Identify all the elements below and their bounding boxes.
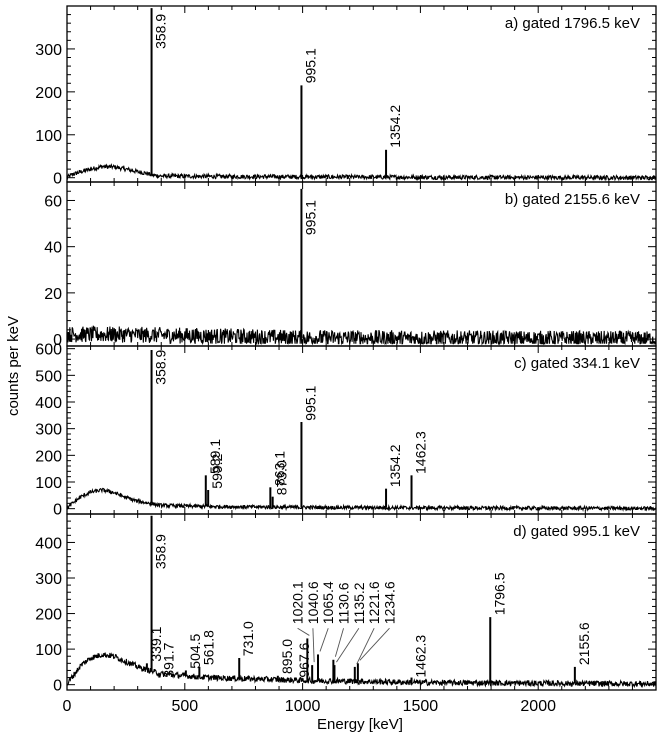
y-tick-label: 0 [53, 171, 62, 188]
peak-label: 358.9 [153, 534, 169, 569]
y-tick-label: 200 [35, 85, 62, 102]
peak-label: 1020.1 [290, 581, 306, 624]
peak-label: 391.7 [160, 642, 176, 677]
x-axis: 0 500 1000 1500 2000 [63, 698, 557, 715]
y-tick-label: 100 [35, 642, 62, 659]
peak-label: 873.0 [274, 460, 290, 495]
leader-line [336, 627, 360, 663]
peak-label: 995.1 [302, 48, 318, 83]
x-tick-label: 1500 [403, 698, 439, 715]
spectrum-trace [66, 325, 657, 346]
x-axis-title: Energy [keV] [317, 716, 403, 733]
y-tick-label: 200 [35, 607, 62, 624]
y-tick-label: 20 [44, 286, 62, 303]
peak-label: 599.2 [209, 453, 225, 488]
y-tick-label: 300 [35, 422, 62, 439]
peak-label: 995.1 [302, 200, 318, 235]
panel-label-b: b) gated 2155.6 keV [505, 191, 640, 208]
spectrum-trace [66, 163, 657, 182]
leader-line [359, 627, 390, 661]
peak-label: 2155.6 [576, 622, 592, 665]
y-tick-label: 60 [44, 193, 62, 210]
x-tick-label: 2000 [520, 698, 556, 715]
peak-label: 1462.3 [413, 431, 429, 474]
panel-label-a: a) gated 1796.5 keV [505, 15, 640, 32]
peak-label: 731.0 [240, 621, 256, 656]
panel-label-d: d) gated 995.1 keV [513, 523, 640, 540]
spectrum-trace [66, 487, 657, 513]
peak-label: 1234.6 [382, 581, 398, 624]
x-tick-label: 0 [63, 698, 72, 715]
peak-label: 1040.6 [305, 581, 321, 624]
y-tick-label: 300 [35, 571, 62, 588]
y-tick-label: 400 [35, 535, 62, 552]
y-tick-label: 300 [35, 42, 62, 59]
peak-label: 967.6 [296, 642, 312, 677]
leader-line [356, 628, 375, 665]
y-tick-label: 600 [35, 342, 62, 359]
panel-b: 0 20 40 60 995.1 b) gated 2155.6 keV [44, 181, 657, 349]
leader-line [334, 628, 344, 657]
panel-label-c: c) gated 334.1 keV [514, 355, 640, 372]
peak-label: 863.1 [271, 451, 287, 486]
peak-label: 1796.5 [491, 572, 507, 615]
peak-label: 589.1 [207, 439, 223, 474]
peak-label: 1221.6 [366, 581, 382, 624]
peak-label: 358.9 [153, 14, 169, 49]
x-tick-label: 500 [171, 698, 198, 715]
peak-label: 1354.2 [387, 105, 403, 148]
panel-a: 0 100 200 300 358.9 995.1 1354.2 a) gated 1796.… [35, 5, 657, 188]
peak-label: 1462.3 [413, 635, 429, 678]
x-tick-label: 1000 [285, 698, 321, 715]
peak-label: 1354.2 [387, 444, 403, 487]
y-tick-label: 100 [35, 475, 62, 492]
peak-label: 504.5 [187, 633, 203, 668]
y-tick-label: 500 [35, 368, 62, 385]
y-tick-label: 100 [35, 128, 62, 145]
panel-frame [66, 513, 657, 691]
y-tick-label: 40 [44, 240, 62, 257]
y-tick-label: 0 [53, 678, 62, 695]
y-axis-title: counts per keV [5, 316, 22, 416]
leader-line [297, 627, 310, 636]
peak-label: 1135.2 [351, 582, 367, 624]
leader-line [312, 628, 315, 663]
y-tick-label: 200 [35, 448, 62, 465]
peak-label: 895.0 [279, 639, 295, 674]
peak-label: 561.8 [200, 630, 216, 665]
y-tick-label: 400 [35, 395, 62, 412]
peak-label: 358.9 [153, 349, 169, 384]
peak-label: 995.1 [302, 385, 318, 420]
peak-label: 1130.6 [336, 582, 352, 624]
y-tick-label: 0 [53, 332, 62, 349]
peak-label: 1065.4 [320, 581, 336, 624]
spectrum-trace [66, 652, 657, 689]
leader-line [319, 628, 329, 652]
y-tick-label: 0 [53, 502, 62, 519]
